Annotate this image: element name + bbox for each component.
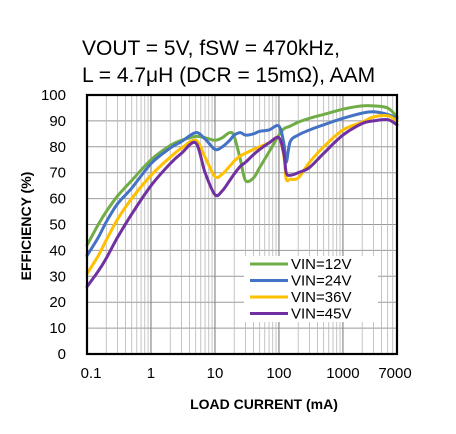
y-tick-label: 50 [49, 217, 66, 234]
legend-label: VIN=36V [291, 289, 351, 306]
legend-label: VIN=12V [291, 256, 351, 273]
chart-title-line-2: L = 4.7μH (DCR = 15mΩ), AAM [82, 64, 375, 87]
x-tick-label: 10 [207, 365, 224, 382]
x-tick-label: 1000 [326, 365, 359, 382]
y-tick-label: 70 [49, 165, 66, 182]
x-tick-label: 0.1 [81, 365, 102, 382]
x-tick-label: 7000 [378, 365, 411, 382]
series-line-vin-12v [85, 104, 399, 247]
legend-label: VIN=24V [291, 273, 351, 290]
series-line-vin-45v [85, 117, 399, 289]
y-tick-label: 30 [49, 268, 66, 285]
y-tick-label: 40 [49, 242, 66, 259]
y-tick-label: 90 [49, 113, 66, 130]
y-tick-label: 0 [58, 346, 66, 363]
x-tick-label: 100 [266, 365, 291, 382]
chart-title-line-1: VOUT = 5V, fSW = 470kHz, [82, 37, 340, 60]
x-tick-label: 1 [147, 365, 155, 382]
x-axis-ticks: 0.1 1 10 100 1000 7000 [81, 365, 412, 382]
y-axis-label: EFFICIENCY (%) [18, 172, 34, 281]
y-tick-label: 10 [49, 320, 66, 337]
series-lines [85, 104, 399, 289]
x-axis-label: LOAD CURRENT (mA) [190, 396, 338, 412]
series-line-vin-36v [85, 113, 399, 276]
plot-frame [85, 93, 399, 356]
series-line-vin-24v [85, 110, 399, 258]
y-tick-label: 100 [41, 87, 66, 104]
y-tick-label: 60 [49, 191, 66, 208]
y-tick-label: 80 [49, 139, 66, 156]
y-tick-label: 20 [49, 294, 66, 311]
legend-label: VIN=45V [291, 306, 351, 323]
legend-box [244, 256, 378, 322]
y-axis-ticks: 0 10 20 30 40 50 60 70 80 90 100 [41, 87, 66, 363]
